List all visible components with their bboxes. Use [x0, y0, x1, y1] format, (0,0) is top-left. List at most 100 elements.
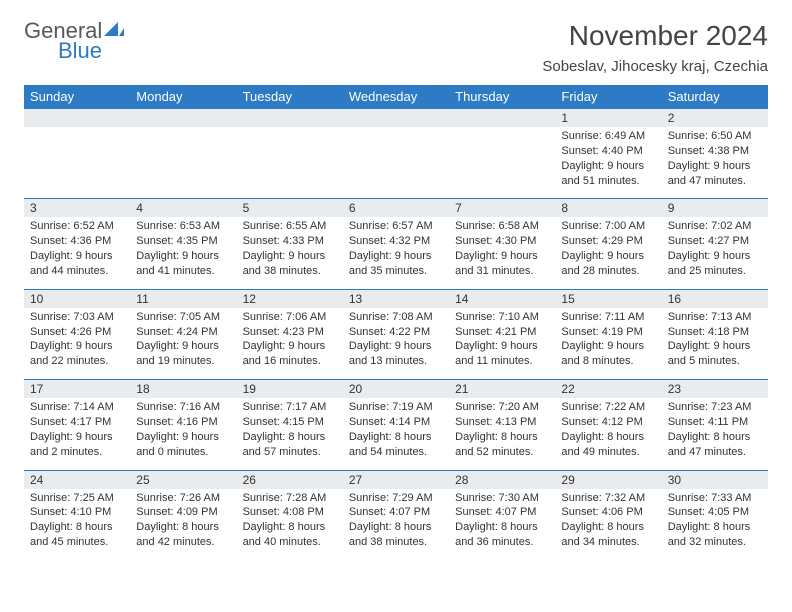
- calendar-cell: [24, 109, 130, 199]
- sunset-text: Sunset: 4:08 PM: [243, 505, 337, 520]
- day-number: 27: [343, 471, 449, 489]
- daylight-text: Daylight: 9 hours and 38 minutes.: [243, 249, 337, 279]
- day-content: Sunrise: 7:29 AMSunset: 4:07 PMDaylight:…: [343, 489, 449, 560]
- day-number: [130, 109, 236, 127]
- daylight-text: Daylight: 9 hours and 22 minutes.: [30, 339, 124, 369]
- daylight-text: Daylight: 9 hours and 25 minutes.: [668, 249, 762, 279]
- day-header: Monday: [130, 85, 236, 109]
- calendar-cell: 9 Sunrise: 7:02 AMSunset: 4:27 PMDaylight…: [662, 199, 768, 289]
- day-content: Sunrise: 7:16 AMSunset: 4:16 PMDaylight:…: [130, 398, 236, 469]
- calendar-cell: 7Sunrise: 6:58 AMSunset: 4:30 PMDaylight…: [449, 199, 555, 289]
- day-content: Sunrise: 7:20 AMSunset: 4:13 PMDaylight:…: [449, 398, 555, 469]
- day-content: Sunrise: 7:22 AMSunset: 4:12 PMDaylight:…: [555, 398, 661, 469]
- day-number: 26: [237, 471, 343, 489]
- calendar-cell: 3Sunrise: 6:52 AMSunset: 4:36 PMDaylight…: [24, 199, 130, 289]
- daylight-text: Daylight: 8 hours and 54 minutes.: [349, 430, 443, 460]
- sunrise-text: Sunrise: 7:05 AM: [136, 310, 230, 325]
- day-number: 18: [130, 380, 236, 398]
- daylight-text: Daylight: 8 hours and 42 minutes.: [136, 520, 230, 550]
- daylight-text: Daylight: 8 hours and 45 minutes.: [30, 520, 124, 550]
- day-number: 24: [24, 471, 130, 489]
- sunset-text: Sunset: 4:05 PM: [668, 505, 762, 520]
- daylight-text: Daylight: 9 hours and 13 minutes.: [349, 339, 443, 369]
- sunrise-text: Sunrise: 6:50 AM: [668, 129, 762, 144]
- sunrise-text: Sunrise: 6:52 AM: [30, 219, 124, 234]
- sunset-text: Sunset: 4:36 PM: [30, 234, 124, 249]
- day-number: 4: [130, 199, 236, 217]
- daylight-text: Daylight: 9 hours and 28 minutes.: [561, 249, 655, 279]
- daylight-text: Daylight: 8 hours and 38 minutes.: [349, 520, 443, 550]
- daylight-text: Daylight: 8 hours and 57 minutes.: [243, 430, 337, 460]
- page-title: November 2024: [542, 20, 768, 52]
- calendar-cell: 28Sunrise: 7:30 AMSunset: 4:07 PMDayligh…: [449, 470, 555, 560]
- sunset-text: Sunset: 4:24 PM: [136, 325, 230, 340]
- sunrise-text: Sunrise: 7:13 AM: [668, 310, 762, 325]
- sunset-text: Sunset: 4:27 PM: [668, 234, 762, 249]
- day-content: Sunrise: 7:19 AMSunset: 4:14 PMDaylight:…: [343, 398, 449, 469]
- calendar-cell: 14Sunrise: 7:10 AMSunset: 4:21 PMDayligh…: [449, 289, 555, 379]
- calendar-cell: 30Sunrise: 7:33 AMSunset: 4:05 PMDayligh…: [662, 470, 768, 560]
- day-number: 15: [555, 290, 661, 308]
- calendar-cell: [237, 109, 343, 199]
- day-content: Sunrise: 7:11 AMSunset: 4:19 PMDaylight:…: [555, 308, 661, 379]
- calendar-cell: 24Sunrise: 7:25 AMSunset: 4:10 PMDayligh…: [24, 470, 130, 560]
- daylight-text: Daylight: 9 hours and 31 minutes.: [455, 249, 549, 279]
- day-number: 19: [237, 380, 343, 398]
- daylight-text: Daylight: 9 hours and 8 minutes.: [561, 339, 655, 369]
- day-content: Sunrise: 7:13 AMSunset: 4:18 PMDaylight:…: [662, 308, 768, 379]
- sunset-text: Sunset: 4:07 PM: [455, 505, 549, 520]
- day-number: 14: [449, 290, 555, 308]
- day-number: 9: [662, 199, 768, 217]
- daylight-text: Daylight: 9 hours and 35 minutes.: [349, 249, 443, 279]
- sunset-text: Sunset: 4:11 PM: [668, 415, 762, 430]
- calendar-cell: 1Sunrise: 6:49 AMSunset: 4:40 PMDaylight…: [555, 109, 661, 199]
- day-number: 13: [343, 290, 449, 308]
- sunrise-text: Sunrise: 7:23 AM: [668, 400, 762, 415]
- daylight-text: Daylight: 9 hours and 2 minutes.: [30, 430, 124, 460]
- day-number: 1: [555, 109, 661, 127]
- sunset-text: Sunset: 4:32 PM: [349, 234, 443, 249]
- day-number: 16: [662, 290, 768, 308]
- sunrise-text: Sunrise: 7:32 AM: [561, 491, 655, 506]
- calendar-cell: 16Sunrise: 7:13 AMSunset: 4:18 PMDayligh…: [662, 289, 768, 379]
- sunset-text: Sunset: 4:22 PM: [349, 325, 443, 340]
- day-content: [130, 127, 236, 187]
- sunset-text: Sunset: 4:17 PM: [30, 415, 124, 430]
- sunset-text: Sunset: 4:13 PM: [455, 415, 549, 430]
- calendar-cell: 17Sunrise: 7:14 AMSunset: 4:17 PMDayligh…: [24, 380, 130, 470]
- calendar-cell: 18Sunrise: 7:16 AMSunset: 4:16 PMDayligh…: [130, 380, 236, 470]
- day-content: Sunrise: 7:25 AMSunset: 4:10 PMDaylight:…: [24, 489, 130, 560]
- calendar-week-row: 17Sunrise: 7:14 AMSunset: 4:17 PMDayligh…: [24, 380, 768, 470]
- title-block: November 2024 Sobeslav, Jihocesky kraj, …: [542, 20, 768, 75]
- day-content: [343, 127, 449, 187]
- sunrise-text: Sunrise: 7:30 AM: [455, 491, 549, 506]
- sunrise-text: Sunrise: 7:03 AM: [30, 310, 124, 325]
- day-header: Friday: [555, 85, 661, 109]
- sunset-text: Sunset: 4:15 PM: [243, 415, 337, 430]
- calendar-cell: 15Sunrise: 7:11 AMSunset: 4:19 PMDayligh…: [555, 289, 661, 379]
- calendar-cell: 12Sunrise: 7:06 AMSunset: 4:23 PMDayligh…: [237, 289, 343, 379]
- sunrise-text: Sunrise: 7:02 AM: [668, 219, 762, 234]
- sunrise-text: Sunrise: 7:14 AM: [30, 400, 124, 415]
- calendar-table: Sunday Monday Tuesday Wednesday Thursday…: [24, 85, 768, 560]
- sunrise-text: Sunrise: 7:26 AM: [136, 491, 230, 506]
- sunset-text: Sunset: 4:18 PM: [668, 325, 762, 340]
- sunset-text: Sunset: 4:09 PM: [136, 505, 230, 520]
- daylight-text: Daylight: 9 hours and 51 minutes.: [561, 159, 655, 189]
- daylight-text: Daylight: 8 hours and 47 minutes.: [668, 430, 762, 460]
- daylight-text: Daylight: 9 hours and 44 minutes.: [30, 249, 124, 279]
- sunset-text: Sunset: 4:40 PM: [561, 144, 655, 159]
- calendar-cell: 8Sunrise: 7:00 AMSunset: 4:29 PMDaylight…: [555, 199, 661, 289]
- day-number: 2: [662, 109, 768, 127]
- calendar-cell: [130, 109, 236, 199]
- day-content: Sunrise: 7:14 AMSunset: 4:17 PMDaylight:…: [24, 398, 130, 469]
- day-number: 28: [449, 471, 555, 489]
- calendar-cell: 13Sunrise: 7:08 AMSunset: 4:22 PMDayligh…: [343, 289, 449, 379]
- calendar-cell: [449, 109, 555, 199]
- daylight-text: Daylight: 9 hours and 19 minutes.: [136, 339, 230, 369]
- day-content: Sunrise: 7:00 AMSunset: 4:29 PMDaylight:…: [555, 217, 661, 288]
- day-content: Sunrise: 6:57 AMSunset: 4:32 PMDaylight:…: [343, 217, 449, 288]
- sunrise-text: Sunrise: 7:25 AM: [30, 491, 124, 506]
- sunset-text: Sunset: 4:10 PM: [30, 505, 124, 520]
- sunrise-text: Sunrise: 7:06 AM: [243, 310, 337, 325]
